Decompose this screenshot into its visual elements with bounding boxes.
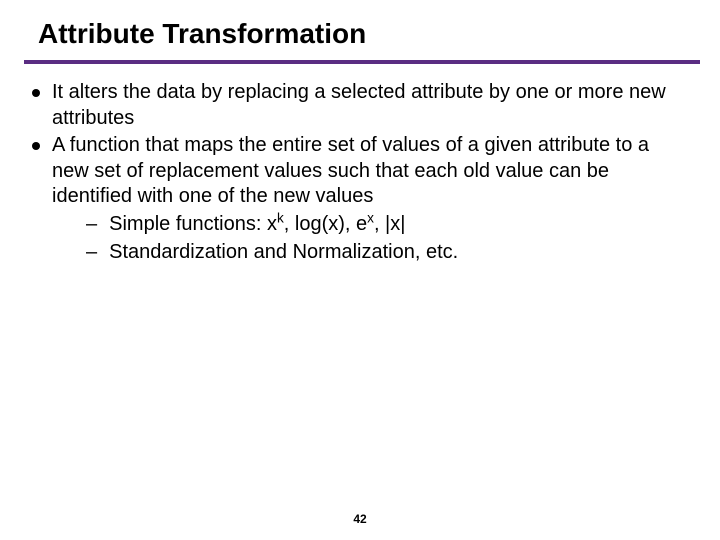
bullet-text: It alters the data by replacing a select… [52, 80, 686, 131]
slide-title: Attribute Transformation [30, 18, 696, 50]
bullet-icon [32, 142, 40, 150]
sub-text: Standardization and Normalization, etc. [109, 240, 458, 266]
content-area: It alters the data by replacing a select… [30, 80, 696, 265]
sub-list: – Simple functions: xk, log(x), ex, |x| … [32, 212, 686, 265]
title-divider [24, 60, 700, 64]
page-number: 42 [0, 512, 720, 526]
sub-item: – Simple functions: xk, log(x), ex, |x| [86, 212, 686, 238]
sub-text: Simple functions: xk, log(x), ex, |x| [109, 212, 405, 238]
bullet-item: It alters the data by replacing a select… [32, 80, 686, 131]
sub-item: – Standardization and Normalization, etc… [86, 240, 686, 266]
dash-icon: – [86, 212, 97, 238]
bullet-icon [32, 89, 40, 97]
slide: Attribute Transformation It alters the d… [0, 0, 720, 540]
bullet-item: A function that maps the entire set of v… [32, 133, 686, 210]
dash-icon: – [86, 240, 97, 266]
bullet-text: A function that maps the entire set of v… [52, 133, 686, 210]
